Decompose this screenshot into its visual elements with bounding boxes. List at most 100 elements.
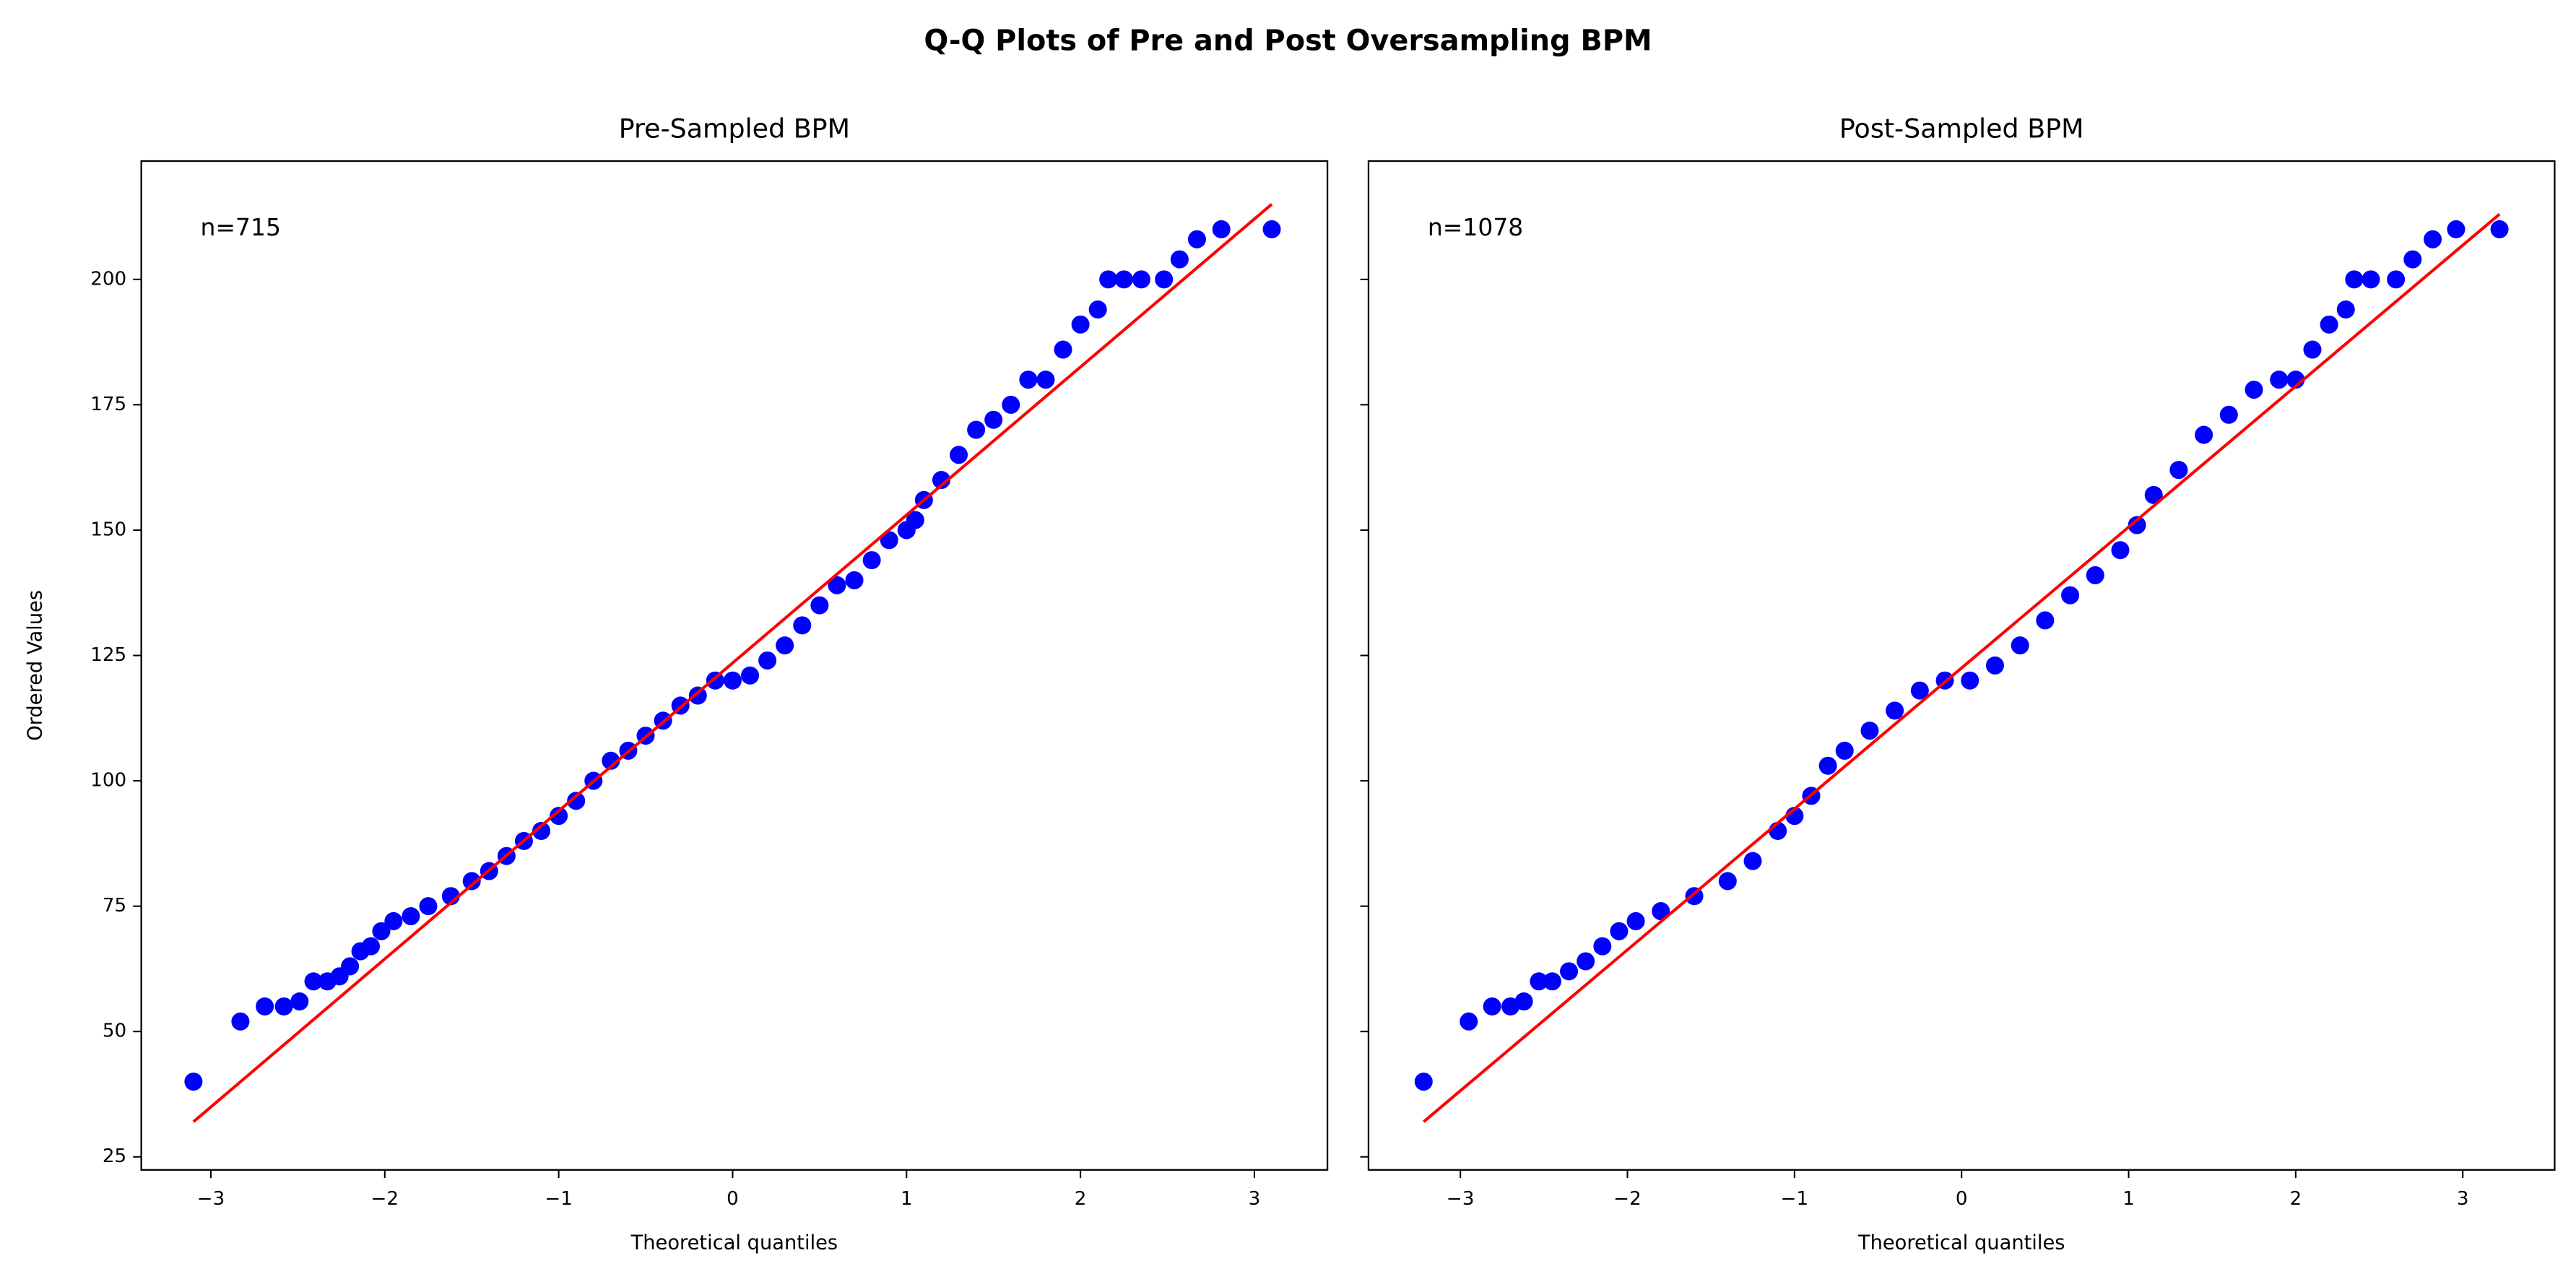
- x-tick-label: −1: [545, 1188, 573, 1210]
- data-point: [2011, 636, 2029, 655]
- data-point: [2303, 340, 2322, 359]
- data-point: [793, 616, 812, 635]
- data-point: [845, 571, 864, 589]
- y-tick-label: 200: [90, 268, 126, 290]
- data-point: [362, 937, 381, 956]
- data-point: [706, 671, 724, 690]
- y-tick-label: 100: [90, 770, 126, 792]
- fit-line: [1422, 213, 2501, 1123]
- data-point: [184, 1073, 203, 1091]
- data-point: [1002, 395, 1020, 414]
- data-point: [1054, 340, 1072, 359]
- data-point: [2128, 516, 2146, 534]
- x-tick-label: 0: [1956, 1188, 1968, 1210]
- x-tick-label: 3: [2457, 1188, 2469, 1210]
- data-point: [1170, 250, 1189, 269]
- x-tick-label: 2: [2290, 1188, 2302, 1210]
- data-point: [462, 872, 481, 891]
- axes-frame: [1367, 160, 2556, 1171]
- x-tick-label: −3: [197, 1188, 225, 1210]
- data-point: [402, 906, 420, 926]
- x-tick-label: 1: [2122, 1188, 2135, 1210]
- subplot-title: Pre-Sampled BPM: [619, 113, 850, 144]
- data-point: [2086, 566, 2104, 584]
- figure-title: Q-Q Plots of Pre and Post Oversampling B…: [924, 25, 1652, 58]
- y-tick-label: 50: [103, 1021, 126, 1042]
- y-tick-label: 175: [90, 394, 126, 415]
- y-tick-label: 25: [103, 1145, 126, 1167]
- data-point: [1652, 902, 1670, 921]
- data-point: [1593, 937, 1612, 956]
- x-tick-label: −2: [1613, 1188, 1642, 1210]
- x-axis-label: Theoretical quantiles: [630, 1232, 838, 1255]
- data-point: [1114, 270, 1133, 289]
- data-point: [1460, 1012, 1478, 1031]
- x-tick-label: −1: [1781, 1188, 1809, 1210]
- data-point: [1155, 270, 1174, 289]
- data-point: [1961, 671, 1979, 690]
- data-point: [2195, 425, 2213, 444]
- data-point: [1019, 371, 1038, 389]
- data-point: [372, 922, 391, 940]
- x-tick-label: 2: [1075, 1188, 1087, 1210]
- data-point: [419, 897, 438, 916]
- data-point: [810, 596, 829, 615]
- data-point: [1835, 741, 1854, 760]
- data-point: [1132, 270, 1150, 289]
- data-point: [1577, 952, 1595, 971]
- data-point: [602, 751, 620, 770]
- data-point: [741, 666, 760, 685]
- x-tick-label: 3: [1249, 1188, 1261, 1210]
- data-point: [231, 1012, 250, 1031]
- data-point: [906, 511, 924, 529]
- data-point: [2336, 300, 2355, 319]
- data-point: [1743, 852, 1762, 870]
- data-point: [1818, 756, 1837, 775]
- data-point: [550, 807, 568, 826]
- data-point: [2387, 270, 2406, 289]
- data-point: [776, 636, 794, 655]
- data-point: [1414, 1073, 1433, 1091]
- data-point: [688, 686, 707, 705]
- data-point: [1036, 371, 1055, 389]
- data-point: [1610, 922, 1629, 940]
- data-point: [1514, 992, 1533, 1011]
- data-point: [2036, 611, 2055, 630]
- data-point: [880, 531, 898, 550]
- data-point: [2447, 220, 2466, 238]
- data-point: [723, 671, 742, 690]
- data-point: [256, 997, 274, 1015]
- x-tick-label: −2: [371, 1188, 399, 1210]
- data-point: [984, 410, 1003, 429]
- data-point: [2424, 230, 2442, 248]
- data-point: [2144, 485, 2163, 504]
- data-point: [1985, 656, 2004, 675]
- data-point: [2219, 405, 2238, 424]
- data-point: [1262, 220, 1281, 238]
- data-point: [967, 420, 986, 439]
- data-point: [2490, 220, 2509, 238]
- data-point: [384, 911, 403, 930]
- data-point: [1187, 230, 1206, 248]
- y-tick-label: 150: [90, 519, 126, 540]
- data-point: [758, 651, 777, 670]
- y-tick-label: 125: [90, 644, 126, 666]
- data-point: [532, 821, 551, 841]
- data-point: [1718, 872, 1737, 891]
- data-point: [950, 446, 968, 464]
- data-point: [1099, 270, 1118, 289]
- data-point: [1560, 962, 1579, 981]
- subplot-title: Post-Sampled BPM: [1839, 113, 2084, 144]
- data-point: [1088, 300, 1107, 319]
- axes-frame: [140, 160, 1329, 1171]
- data-point: [1910, 681, 1929, 700]
- data-point: [1860, 722, 1879, 740]
- x-tick-label: 1: [901, 1188, 913, 1210]
- data-point: [1543, 972, 1561, 991]
- fit-line: [192, 203, 1273, 1123]
- annotation: n=715: [201, 213, 281, 241]
- data-point: [274, 997, 293, 1015]
- data-point: [341, 957, 360, 976]
